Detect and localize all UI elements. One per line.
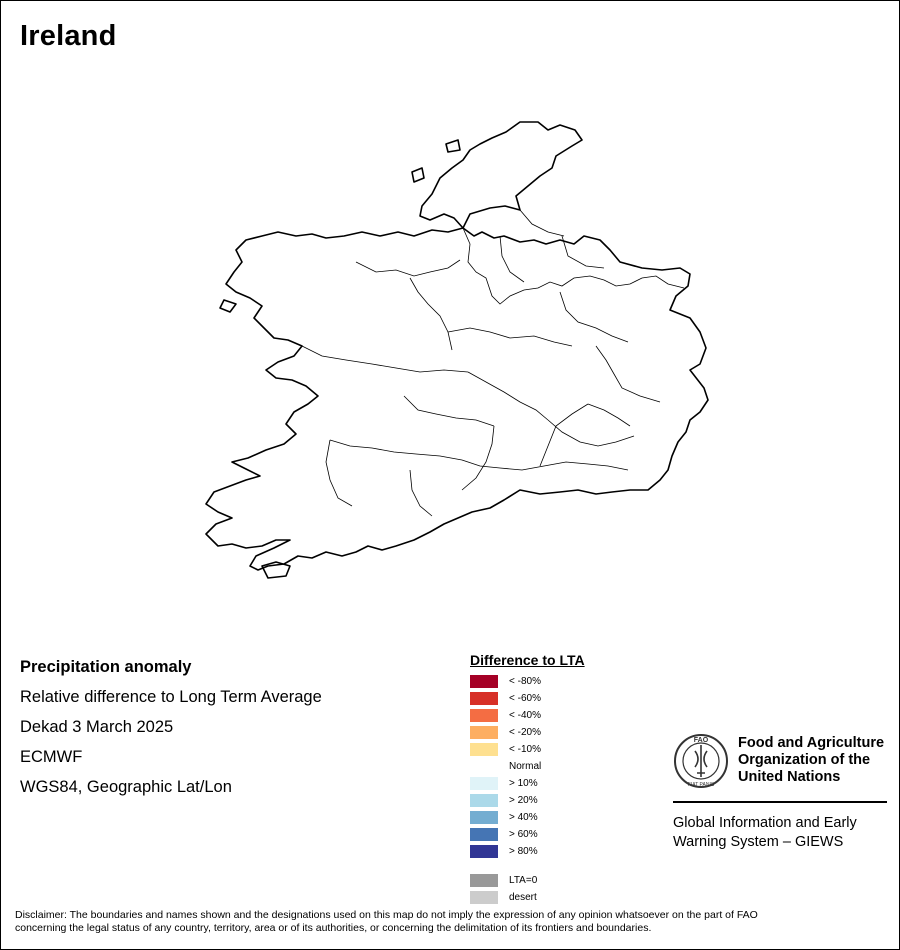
admin-boundaries: [301, 209, 685, 517]
ireland-map: [176, 121, 756, 640]
grid-cell: [698, 524, 727, 553]
legend-class-label: > 80%: [509, 846, 538, 857]
legend-extra-swatch: [470, 874, 498, 887]
legend-class-row: < -20%: [470, 724, 660, 741]
grid-cell: [698, 495, 727, 524]
legend-class-row: > 40%: [470, 809, 660, 826]
grid-cell: [698, 553, 727, 582]
legend-class-swatch: [470, 794, 498, 807]
fao-seal-motto: FIAT PANIS: [688, 782, 715, 788]
fao-divider: [673, 801, 887, 803]
legend-class-label: Normal: [509, 761, 542, 772]
info-line-source: ECMWF: [20, 748, 83, 766]
grid-cell: [292, 611, 321, 640]
grid-cell: [466, 292, 495, 321]
legend-class-label: < -60%: [509, 693, 541, 704]
legend-class-row: > 60%: [470, 826, 660, 843]
fao-organization-name: Food and Agriculture Organization of the…: [738, 735, 898, 786]
legend-extra: LTA=0 desert: [470, 872, 660, 906]
legend-class-label: > 10%: [509, 778, 538, 789]
legend-class-row: < -40%: [470, 707, 660, 724]
disclaimer-line-2: concerning the legal status of any count…: [15, 922, 652, 934]
legend-classes: < -80% < -60% < -40% < -20% < -10% Normal > 10…: [470, 673, 660, 860]
fao-name-line-2: Organization of the: [738, 752, 871, 768]
legend-title: Difference to LTA: [470, 652, 585, 668]
grid-cell: [176, 379, 205, 408]
legend-class-label: < -80%: [509, 676, 541, 687]
grid-cell: [408, 495, 437, 524]
giews-line-2: Warning System – GIEWS: [673, 834, 844, 850]
legend-class-swatch: [470, 760, 498, 773]
grid-cell: [176, 350, 205, 379]
map-title: Ireland: [20, 20, 117, 52]
legend-extra-swatch: [470, 891, 498, 904]
legend-extra-row: LTA=0: [470, 872, 660, 889]
anomaly-grid: [176, 263, 756, 640]
grid-cell: [466, 321, 495, 350]
country-outline: [205, 121, 709, 579]
legend-extra-label: LTA=0: [509, 875, 538, 886]
legend-class-swatch: [470, 726, 498, 739]
legend-class-swatch: [470, 811, 498, 824]
legend-class-swatch: [470, 743, 498, 756]
grid-cell: [611, 553, 640, 582]
legend-class-row: > 80%: [470, 843, 660, 860]
grid-cell: [437, 524, 466, 553]
legend-extra-row: desert: [470, 889, 660, 906]
map-info: Precipitation anomaly Relative differenc…: [20, 656, 322, 806]
legend-class-swatch: [470, 675, 498, 688]
legend-extra-label: desert: [509, 892, 537, 903]
grid-cell: [437, 379, 466, 408]
legend-class-swatch: [470, 777, 498, 790]
disclaimer: Disclaimer: The boundaries and names sho…: [15, 909, 885, 935]
fao-logo-icon: FAO FIAT PANIS: [674, 734, 728, 788]
legend: Difference to LTA < -80% < -60% < -40% < -2…: [470, 652, 660, 906]
fao-name-line-3: United Nations: [738, 769, 841, 785]
legend-class-label: > 40%: [509, 812, 538, 823]
info-line-projection: WGS84, Geographic Lat/Lon: [20, 778, 232, 796]
disclaimer-line-1: Disclaimer: The boundaries and names sho…: [15, 909, 758, 921]
fao-name-line-1: Food and Agriculture: [738, 735, 885, 751]
legend-class-swatch: [470, 845, 498, 858]
legend-class-row: < -80%: [470, 673, 660, 690]
legend-class-row: > 10%: [470, 775, 660, 792]
legend-class-label: < -20%: [509, 727, 541, 738]
legend-class-row: Normal: [470, 758, 660, 775]
legend-class-label: < -40%: [509, 710, 541, 721]
info-line-period: Dekad 3 March 2025: [20, 718, 174, 736]
info-heading: Precipitation anomaly: [20, 658, 192, 676]
fao-seal-text: FAO: [694, 737, 709, 744]
legend-class-label: < -10%: [509, 744, 541, 755]
grid-cell: [727, 524, 756, 553]
legend-class-swatch: [470, 692, 498, 705]
grid-cell: [466, 524, 495, 553]
legend-class-label: > 60%: [509, 829, 538, 840]
legend-class-label: > 20%: [509, 795, 538, 806]
grid-cell: [495, 263, 524, 292]
giews-line-1: Global Information and Early: [673, 815, 857, 831]
info-line-measure: Relative difference to Long Term Average: [20, 688, 322, 706]
legend-class-row: < -10%: [470, 741, 660, 758]
legend-class-row: > 20%: [470, 792, 660, 809]
legend-class-swatch: [470, 828, 498, 841]
giews-name: Global Information and Early Warning Sys…: [673, 814, 887, 852]
legend-class-swatch: [470, 709, 498, 722]
legend-class-row: < -60%: [470, 690, 660, 707]
